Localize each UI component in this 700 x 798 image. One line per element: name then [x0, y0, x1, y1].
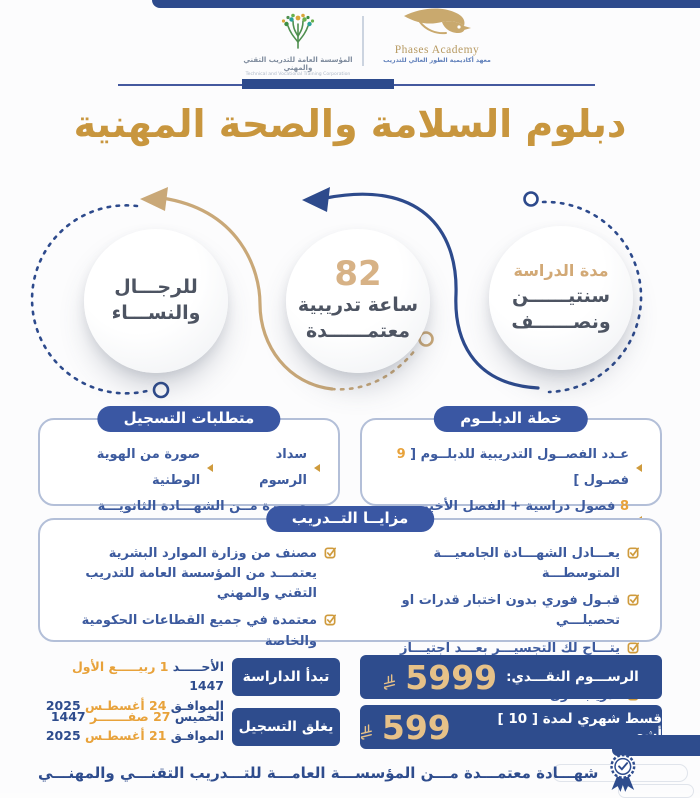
bullet-triangle-icon	[207, 464, 214, 472]
saudi-riyal-icon	[384, 674, 396, 690]
benefit-item: مصنف من وزارة الموارد البشرية يعتمـــد م…	[60, 544, 337, 604]
study-start-dates: الأحـــــد 1 ربيـــــع الأول 1447 المواف…	[36, 657, 224, 715]
academy-name-arabic: معهد أكاديمية الطور العالي للتدريب	[383, 57, 491, 64]
requirement-item-2: صورة من الهوية الوطنية	[58, 442, 214, 494]
close-hijri-date: الخميس 27 صفـــــــر 1447	[50, 709, 224, 724]
medal-icon	[610, 753, 636, 792]
header-rule-accent	[242, 79, 394, 89]
requirements-box: متطلبات التسجيل سداد الرسوم صورة من الهو…	[38, 406, 340, 540]
duration-value-1: سنتيــــــن	[512, 284, 611, 307]
tvtc-logo: المؤسسة العامة للتدريب التقني والمهني Te…	[242, 12, 354, 77]
academy-name-english: Phases Academy	[394, 44, 480, 56]
monthly-fee-box: قسط شهري لمدة [ 10 ] أشهر 599	[360, 705, 662, 749]
cash-fee-label: الرســـوم النقـــدي:	[506, 669, 639, 685]
circle-duration: مدة الدراسة سنتيــــــن ونصــــــف	[489, 226, 633, 370]
hours-number: 82	[334, 254, 382, 295]
checkbox-icon	[627, 594, 639, 606]
plan-item-1: عـدد الفصــول التدريبية للدبلــوم [ 9 فص…	[380, 442, 642, 494]
requirement-item-1: سداد الرسوم	[231, 442, 320, 494]
cash-fee-box: الرســـوم النقـــدي: 5999	[360, 655, 662, 699]
benefit-item: يعـــادل الشهـــادة الجامعيـــة المتوسطـ…	[363, 544, 640, 584]
circle-gender: للرجـــال والنســـاء	[84, 229, 228, 373]
plan-box: خطة الدبلــوم عـدد الفصــول التدريبية لل…	[360, 406, 662, 540]
bullet-triangle-icon	[314, 464, 320, 472]
monthly-fee-amount: 599	[381, 707, 451, 747]
tvtc-tree-icon	[281, 13, 315, 49]
close-gregorian-date: الموافـق 21 أغسطـس 2025	[45, 728, 224, 744]
start-hijri-date: الأحـــــد 1 ربيـــــع الأول 1447	[71, 659, 224, 694]
registration-close-label: يغلق التسجيل	[232, 708, 340, 746]
benefits-box-title: مزايــا التــدريب	[265, 506, 435, 532]
highlights-section: مدة الدراسة سنتيــــــن ونصــــــف 82 سا…	[0, 178, 700, 418]
checkbox-icon	[324, 547, 336, 559]
flow-arcs	[30, 187, 643, 399]
hours-line-2: معتمــــــدة	[305, 320, 411, 342]
start-gregorian-date: الموافـق 24 أغسطـس 2025	[45, 697, 224, 713]
requirements-box-title: متطلبات التسجيل	[97, 406, 281, 432]
top-decorative-bar	[152, 0, 700, 8]
duration-value-2: ونصــــــف	[511, 310, 611, 333]
saudi-riyal-icon	[360, 724, 372, 740]
gender-line-2: والنســـاء	[111, 302, 201, 324]
checkbox-icon	[627, 547, 639, 559]
academy-logo: Phases Academy معهد أكاديمية الطور العال…	[378, 6, 496, 64]
checkbox-icon	[324, 614, 336, 626]
bottom-decorative-bar	[612, 735, 700, 756]
gender-line-1: للرجـــال	[114, 276, 198, 299]
circle-hours: 82 ساعة تدريبية معتمــــــدة	[286, 229, 430, 373]
cash-fee-amount: 5999	[405, 657, 498, 697]
tvtc-name-arabic: المؤسسة العامة للتدريب التقني والمهني	[243, 56, 353, 72]
academy-bird-icon	[404, 8, 471, 35]
benefit-item: معتمدة في جميع القطاعات الحكومية والخاصة	[60, 611, 337, 651]
study-start-label: تبدأ الداراسة	[232, 658, 340, 696]
certificate-text: شهـــادة معتمـــدة مـــن المؤسســـة العا…	[38, 764, 599, 782]
duration-label: مدة الدراسة	[513, 260, 609, 280]
certificate-line: شهـــادة معتمـــدة مـــن المؤسســـة العا…	[38, 752, 642, 794]
benefits-column-left: مصنف من وزارة الموارد البشرية يعتمـــد م…	[60, 544, 337, 713]
registration-close-dates: الخميس 27 صفـــــــر 1447 الموافـق 21 أغ…	[36, 707, 224, 746]
hours-line-1: ساعة تدريبية	[297, 294, 419, 317]
checkbox-icon	[627, 642, 639, 654]
benefit-item: قبـول فوري بدون اختبار قدرات او تحصيلـــ…	[363, 591, 640, 631]
plan-box-title: خطة الدبلــوم	[434, 406, 588, 432]
page-title: دبلوم السلامة والصحة المهنية	[73, 102, 627, 146]
tvtc-name-english: Technical and Vocational Training Corpor…	[245, 72, 351, 77]
logo-divider	[362, 16, 364, 66]
bullet-triangle-icon	[636, 464, 642, 472]
benefits-box: مزايــا التــدريب يعـــادل الشهـــادة ال…	[38, 506, 662, 703]
